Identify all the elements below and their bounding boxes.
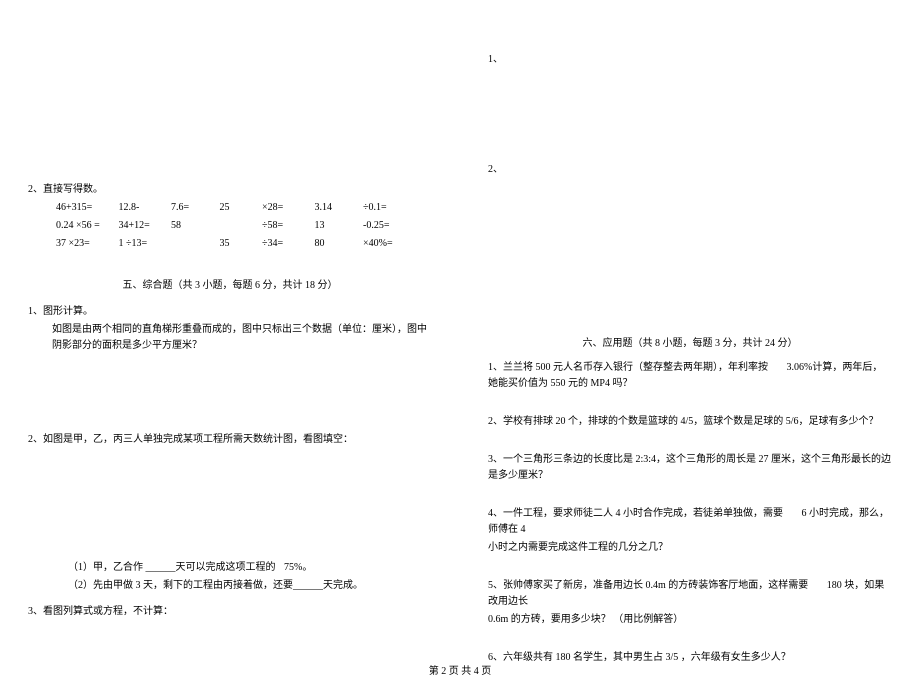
q6-1: 1、兰兰将 500 元人名币存入银行（整存整去两年期），年利率按 3.06%计算… bbox=[488, 360, 892, 392]
q6-5: 5、张帅傅家买了新房，准备用边长 0.4m 的方砖装饰客厅地面，这样需要 180… bbox=[488, 578, 892, 628]
section-6-title: 六、应用题（共 8 小题，每题 3 分，共计 24 分） bbox=[488, 336, 892, 352]
q2-header: 2、直接写得数。 bbox=[28, 182, 432, 198]
q5-3: 3、看图列算式或方程，不计算： bbox=[28, 604, 432, 620]
right-column: 1、 2、 六、应用题（共 8 小题，每题 3 分，共计 24 分） 1、兰兰将… bbox=[460, 0, 920, 686]
text: 3 天，剩下的工程由丙接着做，还要 bbox=[133, 580, 293, 591]
section-5-title: 五、综合题（共 3 小题，每题 6 分，共计 18 分） bbox=[28, 278, 432, 294]
q6-3: 3、一个三角形三条边的长度比是 2:3:4，这个三角形的周长是 27 厘米，这个… bbox=[488, 452, 892, 484]
q5-1: 1、图形计算。 bbox=[28, 304, 432, 320]
calc-row-2: 0.24 ×56 = 34+12= 58 ÷58= 13 -0.25= bbox=[28, 218, 432, 234]
q6-4: 4、一件工程，要求师徒二人 4 小时合作完成，若徒弟单独做，需要 6 小时完成，… bbox=[488, 506, 892, 556]
text: 5、张帅傅家买了新房，准备用边长 0.4m 的方砖装饰客厅地面，这样需要 bbox=[488, 580, 808, 591]
cell: 7.6= bbox=[171, 200, 217, 216]
left-column: 2、直接写得数。 46+315= 12.8- 7.6= 25 ×28= 3.14… bbox=[0, 0, 460, 686]
cell: 35 bbox=[220, 236, 260, 252]
text: 0.6m 的方砖，要用多少块？ （用比例解答） bbox=[488, 612, 892, 628]
cell: 0.24 ×56 = bbox=[56, 218, 116, 234]
calc-row-3: 37 ×23= 1 ÷13= 35 ÷34= 80 ×40%= bbox=[28, 236, 432, 252]
text: （1）甲，乙合作 bbox=[68, 562, 146, 573]
r-p1: 1、 bbox=[488, 52, 892, 68]
cell: ×40%= bbox=[363, 236, 413, 252]
text: 75%。 bbox=[284, 562, 312, 573]
calc-row-1: 46+315= 12.8- 7.6= 25 ×28= 3.14 ÷0.1= bbox=[28, 200, 432, 216]
cell: -0.25= bbox=[363, 218, 413, 234]
cell: 13 bbox=[315, 218, 361, 234]
cell: 80 bbox=[315, 236, 361, 252]
section-6-pre: 六、应用题（共 bbox=[583, 338, 653, 349]
text: 4、一件工程，要求师徒二人 4 小时合作完成，若徒弟单独做，需要 bbox=[488, 508, 783, 519]
text: 1、兰兰将 500 元人名币存入银行（整存整去两年期），年利率按 bbox=[488, 362, 768, 373]
cell: 34+12= bbox=[119, 218, 169, 234]
text: （2）先由甲做 bbox=[68, 580, 133, 591]
q5-1-body: 如图是由两个相同的直角梯形重叠而成的，图中只标出三个数据（单位：厘米），图中阴影… bbox=[28, 322, 432, 354]
q5-2-sub1: （1）甲，乙合作 ______天可以完成这项工程的 75%。 bbox=[28, 560, 432, 576]
text: 天可以完成这项工程的 bbox=[176, 562, 276, 573]
r-p2: 2、 bbox=[488, 162, 892, 178]
cell: 25 bbox=[220, 200, 260, 216]
cell: 1 ÷13= bbox=[119, 236, 169, 252]
text: 小时之内需要完成这件工程的几分之几？ bbox=[488, 540, 892, 556]
q5-2-sub2: （2）先由甲做 3 天，剩下的工程由丙接着做，还要______天完成。 bbox=[28, 578, 432, 594]
cell: ×28= bbox=[262, 200, 312, 216]
section-5-mid: 3 小题，每题 6 分，共计 18 分） bbox=[193, 280, 338, 291]
section-5-pre: 五、综合题（共 bbox=[123, 280, 193, 291]
cell: 37 ×23= bbox=[56, 236, 116, 252]
section-6-mid: 8 小题，每题 3 分，共计 24 分） bbox=[653, 338, 798, 349]
cell: 46+315= bbox=[56, 200, 116, 216]
q6-2: 2、学校有排球 20 个，排球的个数是篮球的 4/5，篮球个数是足球的 5/6，… bbox=[488, 414, 892, 430]
q5-2: 2、如图是甲，乙，丙三人单独完成某项工程所需天数统计图，看图填空： bbox=[28, 432, 432, 448]
cell: ÷58= bbox=[262, 218, 312, 234]
cell: 58 bbox=[171, 218, 217, 234]
cell: ÷34= bbox=[262, 236, 312, 252]
cell: ÷0.1= bbox=[363, 200, 413, 216]
cell: 12.8- bbox=[119, 200, 169, 216]
page-footer: 第 2 页 共 4 页 bbox=[0, 664, 920, 680]
blank: ______ bbox=[146, 562, 176, 573]
text: 天完成。 bbox=[323, 580, 363, 591]
blank: ______ bbox=[293, 580, 323, 591]
cell: 3.14 bbox=[315, 200, 361, 216]
